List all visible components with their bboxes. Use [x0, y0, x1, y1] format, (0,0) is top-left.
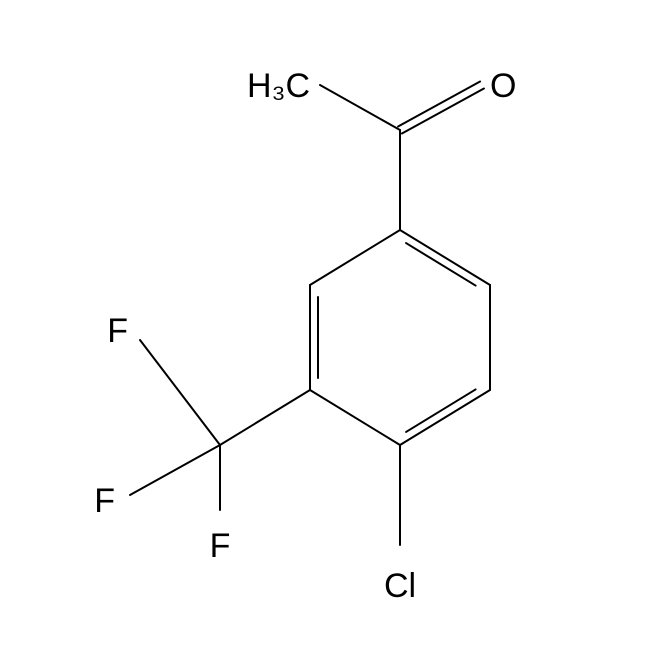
- atom-label-chlorine: Cl: [384, 567, 416, 605]
- chemical-structure-diagram: H₃C O Cl F F F: [0, 0, 650, 650]
- bonds-group: [130, 81, 490, 545]
- atom-label-f_br: F: [210, 527, 231, 565]
- atom-label-f_bl: F: [94, 482, 115, 520]
- atom-label-methyl: H₃C: [247, 67, 310, 105]
- atom-label-oxygen: O: [490, 67, 516, 105]
- atom-labels-group: H₃C O Cl F F F: [94, 67, 516, 605]
- atom-label-f_top: F: [107, 312, 128, 350]
